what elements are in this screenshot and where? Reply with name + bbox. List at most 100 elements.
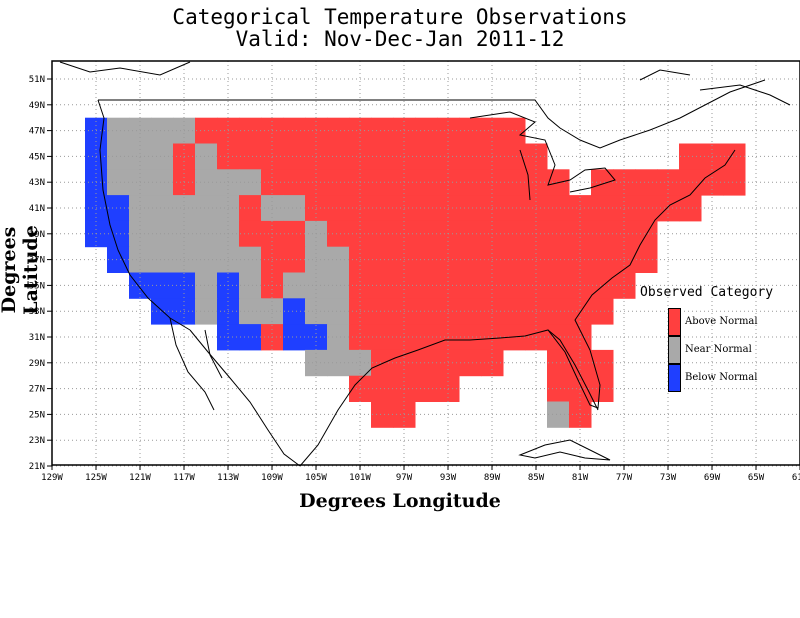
cell-above — [327, 117, 350, 144]
cell-above — [371, 401, 394, 428]
cell-above — [547, 298, 570, 325]
cell-near — [195, 272, 218, 299]
y-tick-label: 31N — [29, 333, 45, 343]
cell-near — [107, 117, 130, 144]
cell-below — [283, 298, 306, 325]
cell-above — [547, 246, 570, 273]
cell-above — [503, 272, 526, 299]
cell-near — [283, 195, 306, 222]
cell-below — [107, 220, 130, 248]
y-tick-label: 45N — [29, 152, 45, 162]
cell-near — [195, 220, 218, 248]
y-tick-label: 29N — [29, 359, 45, 369]
cell-above — [591, 195, 614, 222]
axis-ticks: 129W 125W 121W 117W 113W 109W 105W 101W 97W 93W 89… — [29, 75, 800, 483]
x-tick-label: 85W — [528, 473, 545, 483]
cell-above — [591, 220, 614, 248]
cell-near — [239, 298, 262, 325]
cell-above — [459, 169, 482, 196]
x-tick-label: 109W — [261, 473, 283, 483]
cell-above — [415, 220, 438, 248]
cell-above — [371, 220, 394, 248]
cell-near — [283, 272, 306, 299]
cell-above — [547, 324, 570, 351]
cell-above — [371, 324, 394, 351]
cell-above — [679, 169, 702, 196]
y-tick-label: 35N — [29, 281, 45, 291]
cell-above — [723, 143, 746, 170]
y-tick-label: 43N — [29, 178, 45, 188]
cell-below — [239, 324, 262, 351]
legend-swatch-near — [668, 336, 681, 364]
cell-near — [547, 401, 570, 428]
gulf-coast — [299, 149, 736, 467]
cell-near — [151, 195, 174, 222]
cell-above — [591, 375, 614, 402]
map-frame — [51, 60, 800, 466]
cell-above — [591, 298, 614, 325]
cell-near — [151, 246, 174, 273]
y-tick-label: 33N — [29, 307, 45, 317]
cell-above — [327, 143, 350, 170]
coastline-outlines — [59, 61, 791, 467]
cell-above — [283, 117, 306, 144]
cell-above — [459, 143, 482, 170]
cell-above — [327, 169, 350, 196]
cell-near — [151, 169, 174, 196]
cell-above — [283, 220, 306, 248]
cell-above — [239, 117, 262, 144]
cell-above — [547, 220, 570, 248]
cell-above — [371, 272, 394, 299]
cell-near — [327, 324, 350, 351]
cell-near — [151, 220, 174, 248]
cell-above — [283, 169, 306, 196]
cell-below — [283, 324, 306, 351]
cell-above — [635, 195, 658, 222]
cell-above — [459, 349, 482, 377]
map-title: Categorical Temperature Observations — [172, 5, 628, 29]
cell-above — [591, 246, 614, 273]
cell-above — [679, 195, 702, 222]
x-tick-label: 117W — [173, 473, 195, 483]
y-tick-label: 47N — [29, 127, 45, 137]
cell-above — [239, 220, 262, 248]
legend-label-near: Near Normal — [685, 344, 752, 355]
cell-near — [151, 117, 174, 144]
legend-item-near: Near Normal — [668, 336, 798, 364]
baja-coast — [169, 317, 223, 411]
legend-label-below: Below Normal — [685, 372, 758, 383]
cell-near — [239, 169, 262, 196]
x-tick-label: 105W — [305, 473, 327, 483]
cell-above — [415, 272, 438, 299]
x-tick-label: 101W — [349, 473, 371, 483]
cell-above — [547, 349, 570, 377]
cell-above — [459, 195, 482, 222]
cell-above — [371, 298, 394, 325]
legend-swatch-below — [668, 364, 681, 392]
x-tick-label: 113W — [217, 473, 239, 483]
cell-near — [239, 246, 262, 273]
cell-above — [635, 169, 658, 196]
cell-above — [415, 349, 438, 377]
x-tick-label: 61W — [792, 473, 800, 483]
cell-above — [371, 117, 394, 144]
x-tick-label: 93W — [440, 473, 457, 483]
cell-above — [371, 246, 394, 273]
florida-coast — [547, 329, 599, 411]
cell-above — [547, 195, 570, 222]
y-tick-label: 39N — [29, 230, 45, 240]
cell-above — [459, 117, 482, 144]
cell-above — [503, 220, 526, 248]
cell-above — [459, 272, 482, 299]
cell-above — [679, 143, 702, 170]
x-tick-label: 129W — [41, 473, 63, 483]
cell-near — [327, 272, 350, 299]
cell-near — [107, 169, 130, 196]
cell-above — [195, 117, 218, 144]
cell-above — [327, 195, 350, 222]
legend-title: Observed Category — [640, 285, 774, 300]
cell-above — [283, 246, 306, 273]
cell-above — [415, 298, 438, 325]
cell-near — [195, 169, 218, 196]
